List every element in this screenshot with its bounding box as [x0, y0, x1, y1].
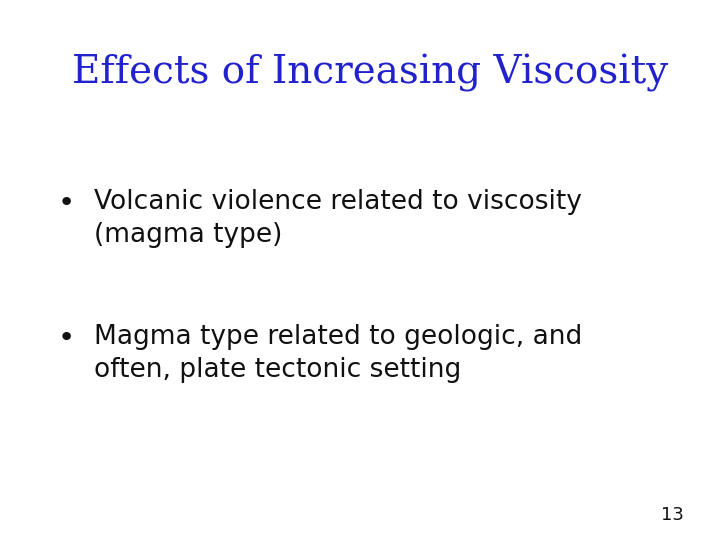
Text: •: •: [58, 189, 75, 217]
Text: Magma type related to geologic, and
often, plate tectonic setting: Magma type related to geologic, and ofte…: [94, 324, 582, 383]
Text: Volcanic violence related to viscosity
(magma type): Volcanic violence related to viscosity (…: [94, 189, 582, 248]
Text: 13: 13: [661, 506, 684, 524]
Text: Effects of Increasing Viscosity: Effects of Increasing Viscosity: [72, 54, 668, 92]
Text: •: •: [58, 324, 75, 352]
